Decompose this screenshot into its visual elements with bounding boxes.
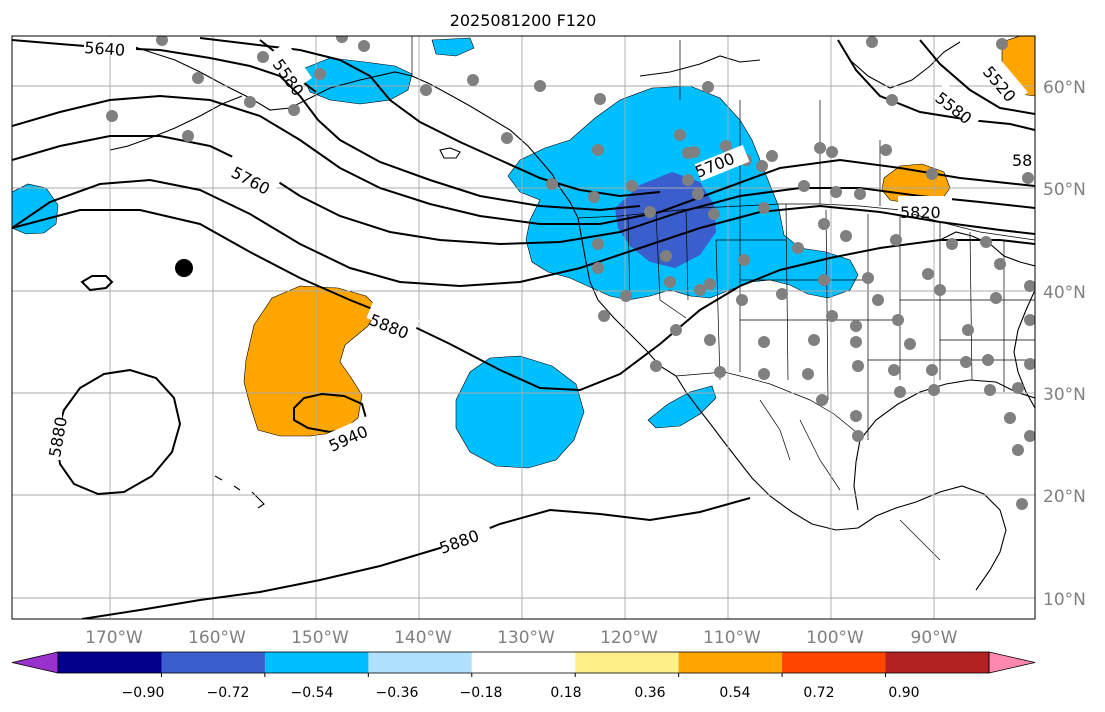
colorbar-segment bbox=[575, 652, 680, 673]
lat-tick-label: 50°N bbox=[1043, 180, 1086, 200]
colorbar-tick-label: −0.36 bbox=[376, 685, 419, 701]
coastline-us-west bbox=[577, 217, 677, 377]
map-area: 5640 5580 5760 5700 5880 5940 5880 5880 … bbox=[12, 36, 1035, 619]
anomaly-region-blue-yukon bbox=[431, 37, 475, 57]
coastline-yucatan bbox=[857, 485, 1007, 591]
latitude-labels: 60°N 50°N 40°N 30°N 20°N 10°N bbox=[1043, 78, 1086, 610]
colorbar-extend-high bbox=[988, 651, 1036, 674]
colorbar-segment bbox=[782, 652, 887, 673]
highlight-marker bbox=[175, 259, 193, 277]
lon-tick-label: 130°W bbox=[497, 628, 555, 648]
colorbar-segment bbox=[161, 652, 266, 673]
contour-5880-main bbox=[12, 209, 1035, 392]
colorbar-tick-label: 0.18 bbox=[550, 685, 581, 701]
contour-5580-east bbox=[837, 39, 1035, 131]
border-us-mexico bbox=[675, 371, 861, 441]
contour-5880-south bbox=[81, 497, 751, 619]
colorbar-segment bbox=[678, 652, 783, 673]
contour-label-group: 5640 5580 5760 5700 5880 5940 5880 5880 … bbox=[40, 37, 1035, 558]
coastline-hudson bbox=[837, 39, 961, 89]
map-title: 2025081200 F120 bbox=[450, 11, 597, 30]
colorbar-segment bbox=[368, 652, 473, 673]
anomaly-region-blue-pacific-left bbox=[12, 183, 59, 235]
coastline-canada-arctic bbox=[639, 55, 761, 77]
lat-tick-label: 20°N bbox=[1043, 487, 1086, 507]
contour-label: 58 bbox=[1012, 151, 1032, 170]
lon-tick-label: 160°W bbox=[188, 628, 246, 648]
longitude-labels: 170°W 160°W 150°W 140°W 130°W 120°W 110°… bbox=[85, 628, 958, 648]
coastline-gulf-mexico bbox=[859, 379, 1035, 441]
contour-5700 bbox=[12, 94, 1035, 225]
anomaly-region-medium-blue-core bbox=[615, 172, 716, 268]
gridlines bbox=[12, 36, 1035, 619]
anomaly-region-orange-pacific bbox=[243, 285, 379, 437]
coastline-mexico-east bbox=[853, 439, 861, 511]
station-dots bbox=[106, 36, 1035, 510]
colorbar-segments bbox=[11, 651, 1036, 674]
lat-tick-label: 60°N bbox=[1043, 78, 1086, 98]
lon-tick-label: 140°W bbox=[394, 628, 452, 648]
lon-tick-label: 170°W bbox=[85, 628, 143, 648]
contour-5760 bbox=[12, 135, 1035, 246]
border-mexico-states bbox=[759, 399, 941, 561]
anomaly-region-blue-baja bbox=[647, 385, 717, 429]
map-border bbox=[11, 35, 1036, 620]
contour-5580-upper bbox=[199, 37, 661, 198]
colorbar-tick-label: −0.18 bbox=[460, 685, 503, 701]
lat-tick-label: 30°N bbox=[1043, 385, 1086, 405]
contour-5880-ring-left bbox=[54, 368, 182, 496]
height-contours bbox=[12, 37, 1035, 619]
border-state-lines bbox=[627, 203, 1035, 440]
lat-tick-label: 10°N bbox=[1043, 590, 1086, 610]
island-alaska-peninsula bbox=[439, 147, 461, 159]
contour-5820 bbox=[12, 178, 1035, 288]
colorbar-tick-label: 0.72 bbox=[803, 685, 834, 701]
lon-tick-label: 110°W bbox=[703, 628, 761, 648]
colorbar: −0.90 −0.72 −0.54 −0.36 −0.18 0.18 0.36 … bbox=[11, 651, 1036, 701]
lon-tick-label: 150°W bbox=[291, 628, 349, 648]
contour-label: 5820 bbox=[900, 203, 941, 222]
colorbar-tick-label: 0.36 bbox=[634, 685, 665, 701]
colorbar-tick-label: −0.90 bbox=[122, 685, 165, 701]
anomaly-region-blue-pacific-center bbox=[455, 355, 585, 469]
contour-label: 5640 bbox=[84, 38, 126, 60]
lat-tick-label: 40°N bbox=[1043, 283, 1086, 303]
lon-tick-label: 100°W bbox=[806, 628, 864, 648]
colorbar-segment bbox=[58, 652, 162, 673]
contour-5880-small bbox=[80, 275, 114, 292]
coastline-east-coast bbox=[1013, 289, 1035, 409]
colorbar-ticks bbox=[160, 673, 887, 677]
lon-tick-label: 90°W bbox=[911, 628, 958, 648]
colorbar-frame bbox=[57, 651, 990, 674]
contour-5520-east bbox=[919, 39, 1035, 115]
colorbar-segment bbox=[264, 652, 369, 673]
colorbar-tick-label: 0.90 bbox=[888, 685, 919, 701]
colorbar-segment bbox=[471, 652, 576, 673]
coastline-alaska bbox=[119, 41, 413, 111]
colorbar-labels: −0.90 −0.72 −0.54 −0.36 −0.18 0.18 0.36 … bbox=[122, 685, 920, 701]
coastline-bc-coast bbox=[411, 75, 579, 219]
colorbar-tick-label: −0.54 bbox=[291, 685, 334, 701]
lon-tick-label: 120°W bbox=[600, 628, 658, 648]
colorbar-segment bbox=[885, 652, 990, 673]
colorbar-tick-label: 0.54 bbox=[719, 685, 750, 701]
colorbar-tick-label: −0.72 bbox=[207, 685, 250, 701]
coastline-baja bbox=[675, 375, 859, 531]
colorbar-extend-low bbox=[11, 651, 59, 674]
